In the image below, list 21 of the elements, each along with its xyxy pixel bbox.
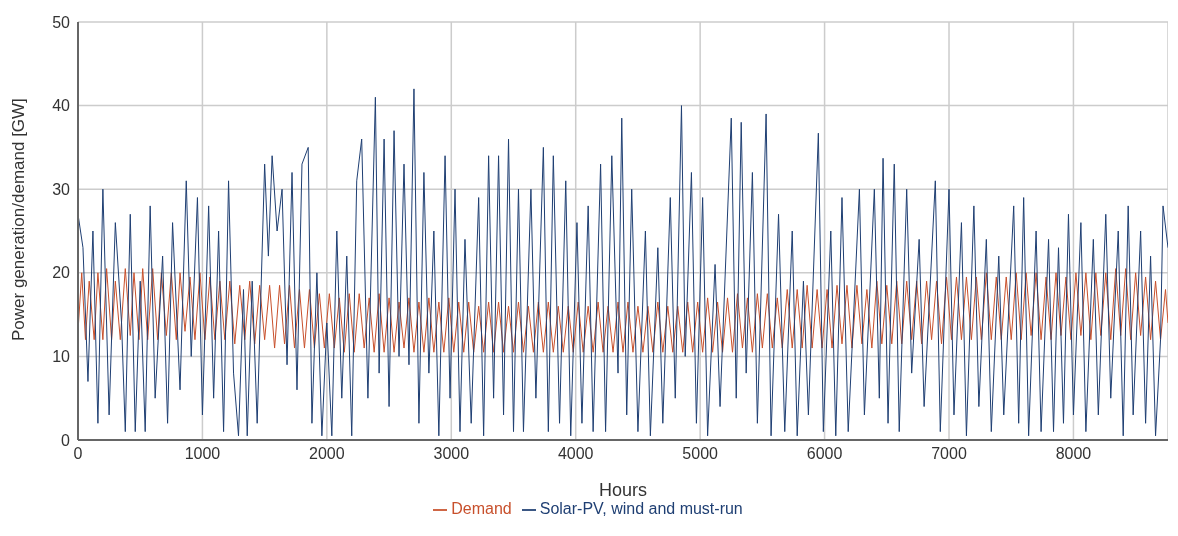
y-tick-label: 40 bbox=[52, 97, 71, 115]
x-tick-label: 8000 bbox=[1055, 445, 1092, 463]
y-tick-label: 30 bbox=[52, 180, 71, 198]
line-series bbox=[78, 88, 1168, 437]
y-axis-title: Power generation/demand [GW] bbox=[9, 98, 29, 341]
x-tick-label: 6000 bbox=[806, 445, 843, 463]
x-tick-label: 3000 bbox=[433, 445, 470, 463]
x-tick-label: 1000 bbox=[184, 445, 221, 463]
line-series bbox=[78, 268, 1168, 353]
x-tick-label: 2000 bbox=[309, 445, 345, 463]
y-tick-label: 0 bbox=[61, 431, 71, 449]
x-tick-label: 5000 bbox=[682, 445, 719, 463]
x-tick-label: 0 bbox=[73, 445, 83, 463]
x-axis-title: Hours bbox=[598, 480, 648, 500]
y-tick-label: 20 bbox=[52, 264, 71, 282]
legend-label: Demand bbox=[451, 500, 512, 517]
y-tick-label: 10 bbox=[52, 348, 71, 366]
legend-label: Solar-PV, wind and must-run bbox=[539, 500, 743, 517]
x-tick-label: 4000 bbox=[557, 445, 594, 463]
x-tick-label: 7000 bbox=[931, 445, 967, 463]
y-tick-label: 50 bbox=[52, 13, 71, 31]
